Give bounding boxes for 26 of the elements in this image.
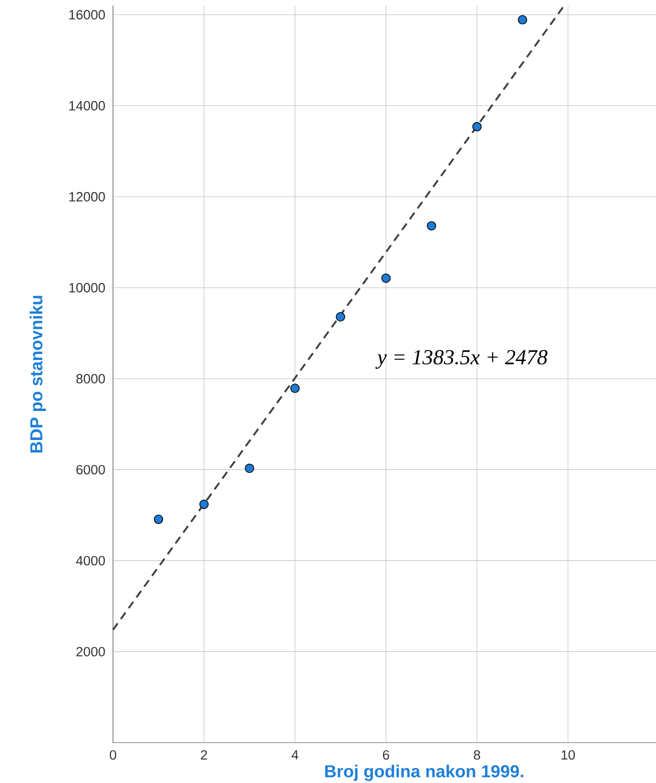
y-tick-label: 8000 xyxy=(76,374,105,384)
point xyxy=(336,312,346,322)
x-tick-label: 4 xyxy=(292,750,298,760)
y-tick-label: 6000 xyxy=(76,464,105,474)
point xyxy=(518,15,528,24)
point xyxy=(426,221,436,231)
y-tick-label: 2000 xyxy=(76,646,105,656)
x-tick-label: 6 xyxy=(382,750,390,760)
point xyxy=(472,122,482,132)
x-tick-label: 8 xyxy=(474,750,480,760)
x-tick-label: 10 xyxy=(562,750,575,760)
point xyxy=(381,274,391,283)
y-tick-label: 16000 xyxy=(69,10,105,20)
x-tick-label: 0 xyxy=(110,750,116,760)
y-axis-title: BDP po stanovniku xyxy=(30,296,46,452)
x-axis-title: Broj godina nakon 1999. xyxy=(325,764,524,781)
annotation: y = 1383.5x + 2478 xyxy=(375,350,548,369)
point xyxy=(290,384,300,393)
y-tick-label: 14000 xyxy=(69,101,105,110)
x-tick-label: 2 xyxy=(200,750,208,760)
point xyxy=(154,514,164,524)
y-tick-label: 10000 xyxy=(69,283,105,292)
point xyxy=(244,464,254,474)
y-tick-label: 4000 xyxy=(76,556,105,566)
y-tick-label: 12000 xyxy=(69,192,105,202)
point xyxy=(199,500,209,509)
